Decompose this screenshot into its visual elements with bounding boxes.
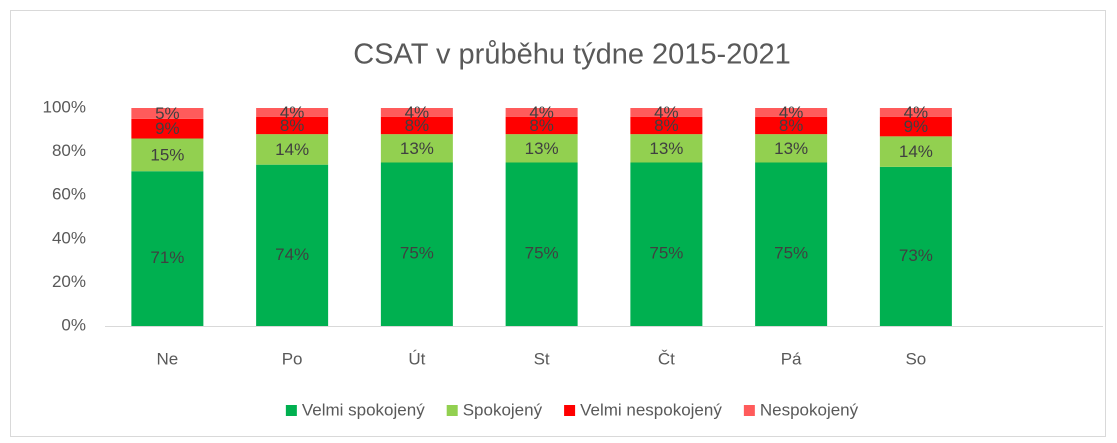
- legend-label: Spokojený: [463, 400, 543, 419]
- x-tick-label: Pá: [781, 349, 802, 368]
- data-label: 74%: [275, 245, 309, 264]
- bar-segment: [256, 116, 329, 135]
- data-label: 8%: [779, 116, 804, 135]
- data-label: 8%: [654, 116, 679, 135]
- bar-segment: [256, 108, 329, 117]
- chart-title: CSAT v průběhu týdne 2015-2021: [353, 39, 790, 71]
- bar-segment: [380, 108, 453, 117]
- bar-segment: [131, 171, 204, 326]
- data-label: 9%: [904, 117, 929, 136]
- data-label: 14%: [899, 142, 933, 161]
- y-tick-label: 20%: [52, 272, 86, 291]
- bar-segment: [505, 162, 578, 326]
- legend-swatch: [743, 405, 755, 416]
- bar-segment: [630, 108, 703, 117]
- legend-swatch: [446, 405, 458, 416]
- data-label: 75%: [400, 244, 434, 263]
- y-tick-label: 100%: [43, 97, 86, 116]
- x-tick-label: Po: [282, 349, 303, 368]
- data-label: 71%: [150, 248, 184, 267]
- data-label: 14%: [275, 140, 309, 159]
- data-label: 13%: [400, 139, 434, 158]
- data-label: 13%: [774, 139, 808, 158]
- bar-segment: [380, 162, 453, 326]
- bar-segment: [755, 108, 828, 117]
- bar-segment: [380, 116, 453, 135]
- data-label: 4%: [529, 103, 554, 122]
- bar-segment: [131, 108, 204, 119]
- x-tick-label: St: [534, 349, 550, 368]
- y-tick-label: 60%: [52, 185, 86, 204]
- data-label: 15%: [150, 145, 184, 164]
- bar-segment: [131, 118, 204, 139]
- x-tick-label: So: [905, 349, 926, 368]
- data-label: 75%: [649, 244, 683, 263]
- bar-segment: [630, 116, 703, 135]
- bar-segment: [879, 166, 952, 326]
- legend-label: Velmi spokojený: [302, 400, 425, 419]
- bar-segment: [256, 164, 329, 326]
- legend-swatch: [285, 405, 297, 416]
- data-label: 4%: [779, 103, 804, 122]
- y-tick-label: 40%: [52, 228, 86, 247]
- bar-segment: [131, 138, 204, 172]
- bar-segment: [505, 108, 578, 117]
- bar-segment: [256, 134, 329, 165]
- bar-segment: [879, 108, 952, 117]
- bar-segment: [755, 162, 828, 326]
- bar-segment: [505, 116, 578, 135]
- data-label: 13%: [649, 139, 683, 158]
- data-label: 4%: [654, 103, 679, 122]
- data-label: 8%: [405, 116, 430, 135]
- y-tick-label: 80%: [52, 141, 86, 160]
- data-label: 5%: [155, 104, 180, 123]
- bar-segment: [879, 116, 952, 137]
- data-label: 75%: [525, 244, 559, 263]
- data-label: 4%: [405, 103, 430, 122]
- bar-segment: [879, 136, 952, 167]
- data-label: 73%: [899, 246, 933, 265]
- data-label: 75%: [774, 244, 808, 263]
- legend-swatch: [564, 405, 576, 416]
- bar-segment: [755, 116, 828, 135]
- data-label: 8%: [529, 116, 554, 135]
- bar-segment: [755, 134, 828, 163]
- bar-segment: [380, 134, 453, 163]
- bar-segment: [505, 134, 578, 163]
- data-label: 4%: [280, 103, 305, 122]
- data-label: 4%: [904, 103, 929, 122]
- data-label: 9%: [155, 119, 180, 138]
- bar-segment: [630, 134, 703, 163]
- y-tick-label: 0%: [61, 315, 86, 334]
- legend-label: Velmi nespokojený: [580, 400, 722, 419]
- data-label: 13%: [525, 139, 559, 158]
- bar-segment: [630, 162, 703, 326]
- x-tick-label: Čt: [658, 349, 675, 368]
- legend-label: Nespokojený: [760, 400, 859, 419]
- x-tick-label: Út: [408, 349, 425, 368]
- x-tick-label: Ne: [157, 349, 179, 368]
- data-label: 8%: [280, 116, 305, 135]
